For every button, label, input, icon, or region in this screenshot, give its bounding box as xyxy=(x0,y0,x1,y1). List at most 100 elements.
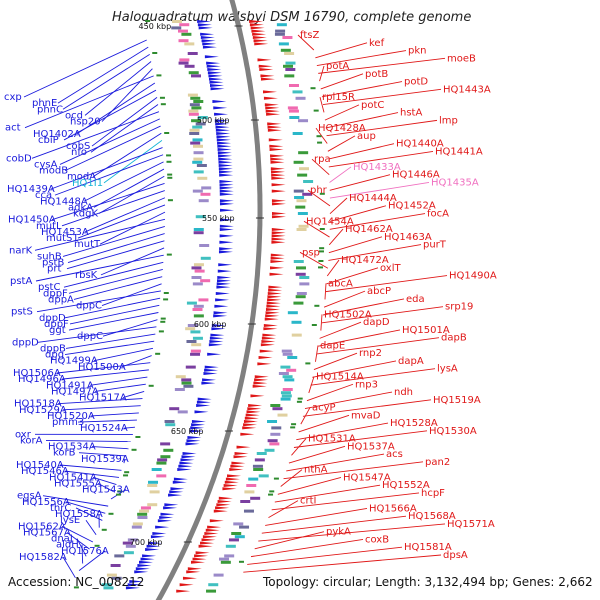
label-connector xyxy=(83,161,164,202)
reverse-gene-arrow xyxy=(204,55,219,59)
gc-dash xyxy=(238,560,244,563)
label-connector xyxy=(93,347,154,362)
feature-box xyxy=(231,532,242,535)
gene-label-right: HQ1501A xyxy=(402,325,450,336)
reverse-gene-arrow xyxy=(214,112,229,116)
feature-tracks xyxy=(73,20,325,593)
gene-label-right: HQ1547A xyxy=(343,472,391,483)
right-gene-labels: ftsZ kef pkn moeB potA potB potD HQ1443A rpl15R p… xyxy=(300,30,497,561)
forward-gene-arrow xyxy=(262,333,277,337)
gene-label-right: HQ1552A xyxy=(382,480,430,491)
label-connector xyxy=(319,96,325,113)
feature-box xyxy=(156,474,167,478)
label-connector xyxy=(35,254,164,282)
reverse-gene-arrow xyxy=(219,228,234,231)
label-connector xyxy=(283,461,424,480)
label-connector xyxy=(85,519,97,536)
reverse-gene-arrow xyxy=(216,285,231,289)
gene-label-right: potA xyxy=(326,61,349,72)
gene-label-right: focA xyxy=(427,209,449,220)
reverse-gene-arrow xyxy=(215,128,230,132)
reverse-gene-arrow xyxy=(134,570,149,574)
feature-box xyxy=(294,196,305,199)
reverse-gene-arrow xyxy=(208,74,223,78)
label-connector xyxy=(123,426,135,429)
forward-gene-arrow xyxy=(194,554,209,558)
gene-label-right: pan2 xyxy=(425,457,450,468)
feature-box xyxy=(193,157,204,161)
feature-box xyxy=(196,164,207,167)
gc-dash xyxy=(116,493,122,496)
forward-gene-arrow xyxy=(271,199,286,203)
gc-dash xyxy=(269,490,275,493)
gene-label-left: korA xyxy=(20,435,43,446)
label-connector xyxy=(268,500,299,519)
label-connector xyxy=(102,319,158,337)
feature-box xyxy=(278,372,289,375)
feature-box xyxy=(275,29,286,33)
label-connector xyxy=(306,383,354,402)
gc-dash xyxy=(318,260,324,262)
feature-box xyxy=(276,23,287,27)
gene-label-right: phr xyxy=(310,185,328,196)
label-connector xyxy=(296,422,389,441)
forward-gene-arrow xyxy=(271,240,286,244)
reverse-gene-arrow xyxy=(191,423,206,427)
gene-label-right: pkn xyxy=(408,46,426,57)
label-connector xyxy=(103,140,163,184)
gene-label-left: HQ1I1 xyxy=(72,178,103,189)
gene-label-left: pstC xyxy=(38,282,60,293)
gene-label-right: HQ1440A xyxy=(396,139,444,150)
label-connector xyxy=(277,476,342,495)
gene-label-right: potB xyxy=(365,69,388,80)
gene-label-right: HQ1568A xyxy=(408,511,456,522)
feature-box xyxy=(254,458,265,462)
forward-gene-arrow xyxy=(245,413,260,417)
reverse-gene-arrow xyxy=(217,279,232,283)
forward-gene-arrow xyxy=(209,519,224,523)
forward-gene-arrow xyxy=(246,410,261,414)
feature-box xyxy=(282,388,293,391)
gene-label-right: HQ1428A xyxy=(318,123,366,134)
forward-gene-arrow xyxy=(252,32,267,36)
label-connector xyxy=(77,204,166,239)
forward-gene-arrow xyxy=(186,570,201,574)
gene-label-right: HQ1472A xyxy=(341,255,389,266)
reverse-gene-arrow xyxy=(207,68,222,71)
gc-dash xyxy=(167,176,173,179)
feature-box xyxy=(178,61,189,65)
feature-box xyxy=(192,160,203,164)
gene-label-right: nthA xyxy=(304,465,328,476)
gc-dash xyxy=(305,362,311,365)
reverse-gene-arrow xyxy=(201,381,216,385)
forward-gene-arrow xyxy=(263,324,278,327)
reverse-gene-arrow xyxy=(213,314,228,318)
forward-gene-arrow xyxy=(271,183,286,187)
forward-gene-arrow xyxy=(202,535,217,539)
gene-label-right: kef xyxy=(369,38,385,49)
forward-gene-arrow xyxy=(204,532,219,535)
feature-box xyxy=(193,151,204,155)
forward-gene-arrow xyxy=(252,384,267,388)
forward-gene-arrow xyxy=(269,148,284,151)
reverse-gene-arrow xyxy=(216,282,231,286)
feature-box xyxy=(186,340,197,343)
kbp-tick-label: 600 kbp xyxy=(194,320,227,329)
forward-gene-arrow xyxy=(231,461,246,465)
gene-label-right: aup xyxy=(357,131,376,142)
gene-label-right: dpsA xyxy=(443,550,468,561)
forward-gene-arrow xyxy=(243,423,258,427)
feature-box xyxy=(198,298,209,302)
gene-label-left: ggt xyxy=(49,325,66,336)
label-connector xyxy=(65,333,156,349)
gene-label-left: dppF xyxy=(43,288,68,299)
forward-gene-arrow xyxy=(242,426,257,430)
forward-gene-arrow xyxy=(198,544,213,548)
gene-label-right: acs xyxy=(386,449,403,460)
label-connector xyxy=(67,233,165,264)
gene-label-right: crtI xyxy=(300,496,316,507)
feature-box xyxy=(191,106,202,110)
reverse-gene-arrow xyxy=(140,557,155,561)
reverse-gene-arrow xyxy=(216,132,231,135)
